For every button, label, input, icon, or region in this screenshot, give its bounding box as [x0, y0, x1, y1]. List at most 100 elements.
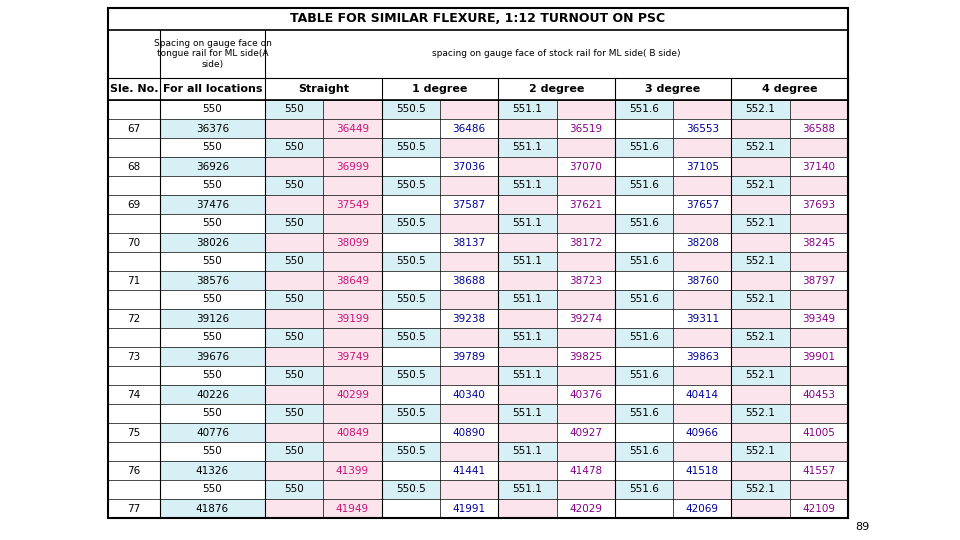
Bar	[324, 138, 382, 157]
Text: 3 degree: 3 degree	[645, 84, 701, 94]
Text: 551.1: 551.1	[513, 143, 542, 152]
Bar	[732, 176, 790, 195]
Bar	[382, 366, 440, 385]
Bar	[732, 309, 790, 328]
Bar	[265, 119, 324, 138]
Bar	[614, 499, 673, 518]
Text: 551.6: 551.6	[629, 294, 659, 305]
Bar	[324, 119, 382, 138]
Bar	[160, 214, 265, 233]
Text: 552.1: 552.1	[746, 408, 776, 418]
Bar	[790, 252, 848, 271]
Bar	[732, 499, 790, 518]
Bar	[265, 290, 324, 309]
Bar	[614, 271, 673, 290]
Bar	[614, 366, 673, 385]
Bar	[732, 233, 790, 252]
Bar	[382, 442, 440, 461]
Bar	[732, 385, 790, 404]
Bar	[265, 100, 324, 119]
Bar	[440, 404, 498, 423]
Bar	[265, 366, 324, 385]
Text: 551.1: 551.1	[513, 484, 542, 495]
Bar	[498, 157, 557, 176]
Text: 41876: 41876	[196, 503, 229, 514]
Bar	[498, 499, 557, 518]
Bar	[160, 100, 265, 119]
Bar	[732, 480, 790, 499]
Bar	[265, 214, 324, 233]
Text: 36926: 36926	[196, 161, 229, 172]
Bar	[265, 442, 324, 461]
Text: 74: 74	[128, 389, 140, 400]
Text: 40776: 40776	[196, 428, 229, 437]
Bar	[382, 309, 440, 328]
Bar	[108, 385, 160, 404]
Bar	[498, 366, 557, 385]
Bar	[108, 78, 160, 100]
Text: 38208: 38208	[685, 238, 719, 247]
Text: 37657: 37657	[685, 199, 719, 210]
Bar	[440, 157, 498, 176]
Bar	[108, 100, 160, 119]
Bar	[614, 423, 673, 442]
Bar	[160, 138, 265, 157]
Bar	[324, 423, 382, 442]
Bar	[382, 328, 440, 347]
Bar	[160, 461, 265, 480]
Text: 38797: 38797	[803, 275, 835, 286]
Bar	[108, 8, 848, 518]
Bar	[557, 233, 614, 252]
Text: 550.5: 550.5	[396, 484, 425, 495]
Bar	[557, 271, 614, 290]
Bar	[790, 461, 848, 480]
Text: 550: 550	[203, 256, 223, 267]
Bar	[108, 214, 160, 233]
Bar	[614, 195, 673, 214]
Bar	[732, 214, 790, 233]
Bar	[732, 195, 790, 214]
Bar	[732, 271, 790, 290]
Text: 39749: 39749	[336, 352, 369, 361]
Bar	[160, 347, 265, 366]
Bar	[673, 157, 732, 176]
Bar	[382, 480, 440, 499]
Bar	[557, 385, 614, 404]
Bar	[160, 252, 265, 271]
Bar	[498, 461, 557, 480]
Bar	[108, 195, 160, 214]
Bar	[498, 385, 557, 404]
Bar	[108, 423, 160, 442]
Bar	[614, 461, 673, 480]
Bar	[614, 138, 673, 157]
Bar	[614, 480, 673, 499]
Bar	[108, 233, 160, 252]
Text: 40890: 40890	[452, 428, 486, 437]
Text: 40299: 40299	[336, 389, 369, 400]
Text: 75: 75	[128, 428, 140, 437]
Bar	[160, 385, 265, 404]
Bar	[108, 157, 160, 176]
Bar	[557, 499, 614, 518]
Bar	[108, 347, 160, 366]
Text: 89: 89	[855, 522, 869, 532]
Bar	[557, 347, 614, 366]
Text: 37070: 37070	[569, 161, 602, 172]
Bar	[160, 499, 265, 518]
Bar	[160, 233, 265, 252]
Bar	[324, 385, 382, 404]
Bar	[324, 366, 382, 385]
Text: 39238: 39238	[452, 314, 486, 323]
Text: 552.1: 552.1	[746, 370, 776, 381]
Text: 72: 72	[128, 314, 140, 323]
Bar	[673, 119, 732, 138]
Text: 551.6: 551.6	[629, 447, 659, 456]
Text: 551.6: 551.6	[629, 484, 659, 495]
Text: 40927: 40927	[569, 428, 602, 437]
Text: 37549: 37549	[336, 199, 369, 210]
Bar	[265, 233, 324, 252]
Bar	[324, 252, 382, 271]
Bar	[614, 347, 673, 366]
Text: 550: 550	[203, 105, 223, 114]
Text: 37476: 37476	[196, 199, 229, 210]
